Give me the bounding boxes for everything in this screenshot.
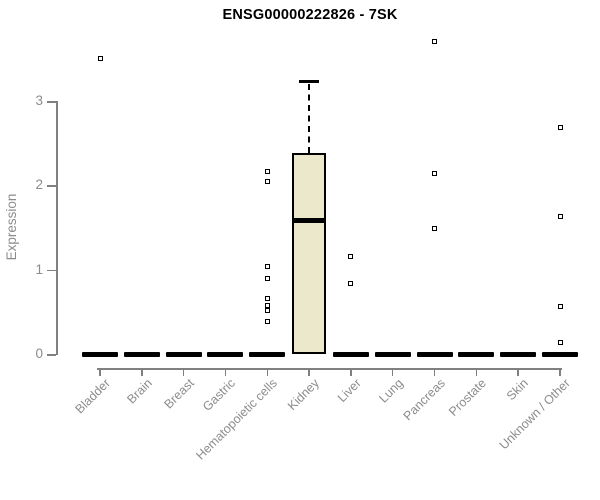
outlier-point	[348, 253, 354, 259]
flat-boxplot-bar	[542, 351, 579, 357]
outlier-point	[264, 169, 270, 175]
y-tick	[47, 269, 56, 272]
y-tick-label: 3	[35, 93, 43, 108]
flat-boxplot-bar	[332, 351, 369, 357]
flat-boxplot-bar	[82, 351, 118, 357]
flat-boxplot-bar	[500, 351, 537, 357]
x-tick	[224, 368, 227, 376]
x-tick	[308, 368, 310, 376]
x-tick	[517, 368, 519, 376]
outlier-point	[557, 304, 563, 310]
flat-boxplot-bar	[416, 351, 453, 357]
x-tick	[350, 368, 352, 376]
outlier-point	[264, 263, 270, 269]
outlier-point	[432, 171, 438, 177]
boxplot-median	[294, 218, 325, 224]
x-tick	[141, 368, 143, 376]
flat-boxplot-bar	[165, 351, 202, 357]
x-tick	[391, 368, 394, 376]
boxplot-whisker-cap	[299, 79, 320, 83]
x-tick	[475, 368, 478, 376]
flat-boxplot-bar	[207, 351, 244, 357]
x-tick	[182, 368, 185, 376]
outlier-point	[432, 39, 438, 45]
outlier-point	[264, 276, 270, 282]
chart-title: ENSG00000222826 - 7SK	[222, 7, 398, 23]
outlier-point	[264, 295, 270, 301]
boxplot-box	[292, 153, 327, 354]
x-axis-line	[97, 368, 562, 370]
outlier-point	[557, 339, 563, 345]
outlier-point	[557, 214, 563, 220]
y-tick	[47, 354, 56, 356]
boxplot-whisker	[308, 83, 311, 154]
outlier-point	[348, 280, 354, 286]
outlier-point	[264, 179, 270, 185]
y-tick	[47, 101, 56, 103]
flat-boxplot-bar	[374, 351, 411, 357]
flat-boxplot-bar	[123, 351, 160, 357]
y-tick-label: 2	[35, 177, 43, 193]
outlier-point	[264, 302, 270, 308]
flat-boxplot-bar	[458, 351, 495, 357]
outlier-point	[432, 225, 438, 231]
flat-boxplot-bar	[249, 351, 286, 357]
outlier-point	[97, 56, 103, 62]
x-tick	[559, 368, 561, 376]
x-tick	[266, 368, 269, 376]
outlier-point	[557, 125, 563, 131]
y-tick	[47, 185, 56, 187]
y-tick-label: 1	[35, 261, 43, 277]
x-tick	[433, 368, 436, 376]
outlier-point	[264, 307, 270, 313]
y-tick-label: 0	[35, 346, 43, 361]
y-axis-line	[56, 101, 58, 356]
x-tick	[99, 368, 101, 376]
outlier-point	[264, 318, 270, 324]
